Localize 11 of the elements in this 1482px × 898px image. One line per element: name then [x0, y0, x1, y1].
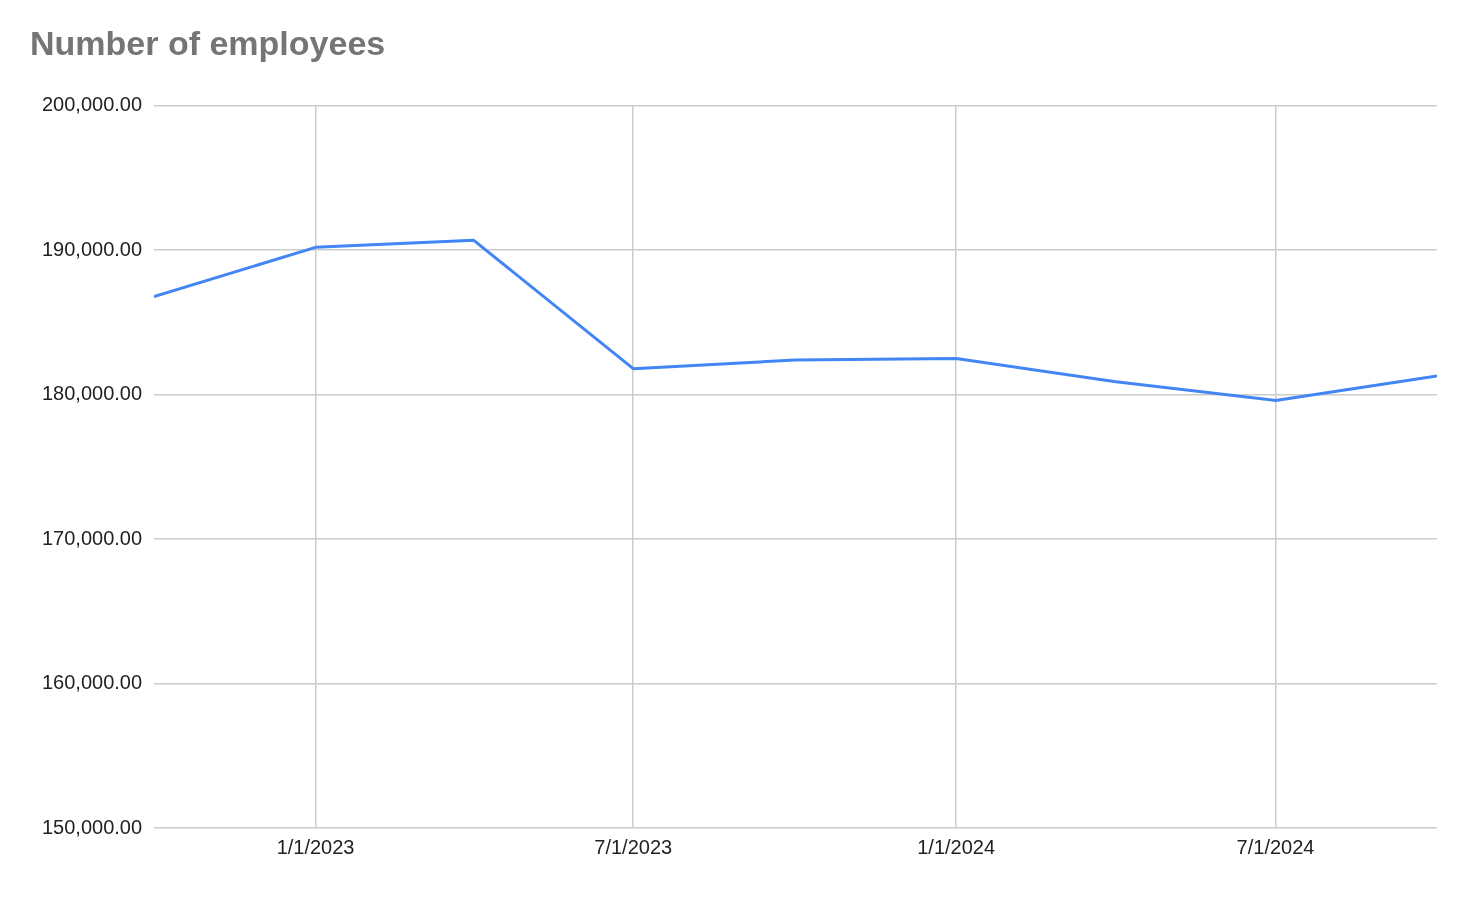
- y-tick-label: 200,000.00: [41, 93, 143, 116]
- y-tick-label: 180,000.00: [41, 382, 143, 405]
- y-tick-label: 190,000.00: [41, 237, 143, 260]
- y-tick-label: 150,000.00: [41, 815, 143, 838]
- x-tick-label: 7/1/2023: [594, 835, 673, 858]
- y-tick-label: 160,000.00: [41, 671, 143, 694]
- y-tick-label: 170,000.00: [41, 526, 143, 549]
- x-tick-label: 7/1/2024: [1236, 835, 1315, 858]
- x-tick-label: 1/1/2024: [917, 835, 996, 858]
- chart-title: Number of employees: [30, 23, 386, 62]
- x-tick-label: 1/1/2023: [276, 835, 355, 858]
